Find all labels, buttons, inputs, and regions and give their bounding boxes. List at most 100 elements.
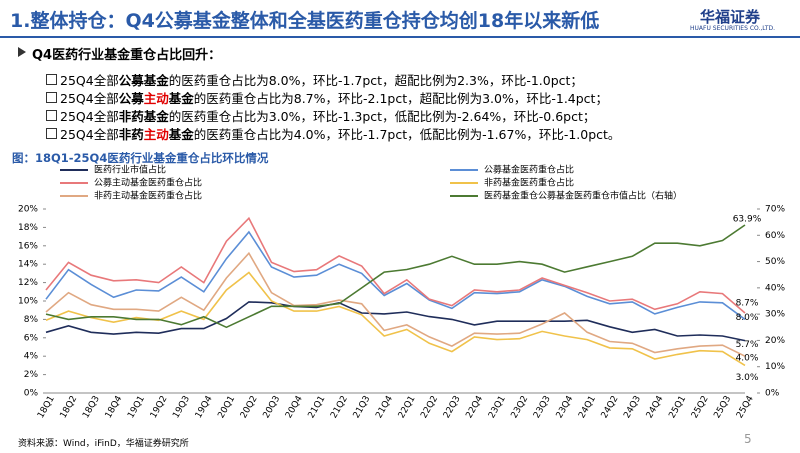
y2-tick-label: 50%	[765, 257, 785, 267]
text-segment: 25Q4全部	[60, 73, 119, 88]
x-tick-label: 22Q2	[419, 394, 440, 420]
series-line	[45, 301, 746, 342]
x-tick-label: 22Q4	[464, 394, 485, 420]
y-tick-label: 4%	[24, 352, 39, 362]
text-segment: 公募	[118, 91, 144, 106]
x-tick-label: 20Q1	[216, 394, 237, 420]
checkbox	[46, 74, 57, 85]
text-segment: 非药基金	[118, 109, 169, 124]
bullet	[18, 47, 26, 57]
text-segment: 基金	[168, 91, 194, 106]
text-segment: 的医药重仓占比为4.0%，环比-1.7pct，低配比例为-1.67%，环比-1.…	[193, 127, 621, 142]
y-tick-label: 10%	[18, 297, 38, 307]
x-tick-label: 23Q1	[487, 394, 508, 420]
x-tick-label: 18Q4	[104, 394, 125, 420]
chart: 0% 2% 4% 6% 8% 10% 12% 14% 16% 18% 20% 0% 10% 20% 30% 4…	[18, 164, 785, 421]
x-tick-label: 25Q1	[667, 394, 688, 420]
legend-label: 公募基金医药重仓占比	[484, 164, 574, 176]
y2-tick-label: 40%	[765, 283, 785, 293]
logo: 华福证券	[700, 8, 761, 26]
text-line: 25Q4全部非药主动基金的医药重仓占比为4.0%，环比-1.7pct，低配比例为…	[60, 124, 620, 143]
y2-tick-label: 60%	[765, 231, 785, 241]
x-tick-label: 20Q3	[262, 394, 283, 420]
y2-tick-label: 20%	[765, 336, 785, 346]
text-segment: 的医药重仓占比为3.0%，环比-1.3pct，低配比例为-2.64%，环比-0.…	[168, 109, 596, 124]
y-tick-label: 2%	[24, 370, 39, 380]
x-tick-label: 20Q4	[284, 394, 305, 420]
x-tick-label: 21Q4	[374, 394, 395, 420]
y2-tick-label: 30%	[765, 310, 785, 320]
y-tick-label: 6%	[24, 333, 39, 343]
x-tick-label: 23Q4	[555, 394, 576, 420]
x-tick-label: 21Q3	[352, 394, 373, 420]
data-label: 5.7%	[736, 340, 759, 350]
x-tick-label: 24Q2	[600, 394, 621, 420]
text-line: 25Q4全部公募主动基金的医药重仓占比为8.7%，环比-2.1pct，超配比例为…	[60, 88, 608, 107]
legend-label: 非药主动基金医药重仓占比	[94, 190, 202, 202]
text-segment: 25Q4全部	[60, 109, 119, 124]
legend-label: 非药基金医药重仓占比	[484, 177, 574, 189]
x-tick-label: 24Q1	[577, 394, 598, 420]
source: 资料来源：Wind，iFinD，华福证券研究所	[18, 439, 189, 449]
series-line	[45, 251, 746, 357]
legend-label: 医药行业市值占比	[94, 164, 166, 176]
series-line	[45, 216, 746, 314]
legend-label: 公募主动基金医药重仓占比	[94, 177, 202, 189]
text-segment: 主动	[143, 91, 169, 106]
x-tick-label: 19Q4	[194, 394, 215, 420]
data-label: 4.0%	[736, 354, 759, 364]
x-tick-label: 25Q3	[712, 394, 733, 420]
x-tick-label: 20Q2	[239, 394, 260, 420]
x-tick-label: 24Q4	[645, 394, 666, 420]
text-segment: 的医药重仓占比为8.0%，环比-1.7pct，超配比例为2.3%，环比-1.0p…	[168, 73, 583, 88]
data-label: 8.0%	[736, 313, 759, 323]
y-tick-label: 8%	[24, 315, 39, 325]
text-segment: 25Q4全部	[60, 127, 119, 142]
x-tick-label: 18Q3	[81, 394, 102, 420]
text-segment: 基金	[168, 127, 194, 142]
y-tick-label: 12%	[18, 278, 38, 288]
checkbox	[46, 92, 57, 103]
text-line: 25Q4全部非药基金的医药重仓占比为3.0%，环比-1.3pct，低配比例为-2…	[60, 106, 595, 125]
x-tick-label: 23Q3	[532, 394, 553, 420]
y-tick-label: 18%	[18, 223, 38, 233]
y-tick-label: 0%	[24, 389, 39, 399]
series-line	[45, 271, 746, 367]
text-line: 25Q4全部公募基金的医药重仓占比为8.0%，环比-1.7pct，超配比例为2.…	[60, 70, 583, 89]
data-label: 63.9%	[733, 215, 762, 225]
y2-tick-label: 0%	[765, 389, 780, 399]
page-number: 5	[744, 432, 752, 446]
x-tick-label: 19Q1	[126, 394, 147, 420]
x-tick-label: 18Q1	[36, 394, 57, 420]
data-label: 8.7%	[736, 298, 759, 308]
y-tick-label: 14%	[18, 260, 38, 270]
series-line	[45, 230, 746, 321]
x-tick-label: 19Q3	[171, 394, 192, 420]
text-segment: 非药	[118, 127, 144, 142]
x-tick-label: 21Q2	[329, 394, 350, 420]
x-tick-label: 25Q2	[690, 394, 711, 420]
x-tick-label: 22Q1	[397, 394, 418, 420]
x-tick-label: 21Q1	[307, 394, 328, 420]
slide-title: 1.整体持仓：Q4公募基金整体和全基医药重仓持仓均创18年以来新低	[10, 10, 600, 32]
x-tick-label: 19Q2	[149, 394, 170, 420]
x-tick-label: 25Q4	[735, 394, 756, 420]
y2-tick-label: 10%	[765, 362, 785, 372]
x-tick-label: 18Q2	[59, 394, 80, 420]
series-line	[45, 224, 746, 329]
text-segment: 25Q4全部	[60, 91, 119, 106]
logo-en: HUAFU SECURITIES CO.,LTD.	[690, 25, 776, 32]
y-tick-label: 20%	[18, 205, 38, 215]
text-segment: 主动	[143, 127, 169, 142]
x-tick-label: 24Q3	[622, 394, 643, 420]
section-heading: Q4医药行业基金重仓占比回升：	[32, 48, 222, 63]
data-label: 3.0%	[736, 373, 759, 383]
chart-title: 图：18Q1-25Q4医药行业基金重仓占比环比情况	[12, 151, 269, 165]
y2-tick-label: 70%	[765, 205, 785, 215]
rule	[0, 36, 800, 38]
checkbox	[46, 110, 57, 121]
y-tick-label: 16%	[18, 241, 38, 251]
legend-label: 医药基金重仓公募基金医药重仓市值占比（右轴）	[484, 190, 682, 202]
text-segment: 公募基金	[118, 73, 169, 88]
